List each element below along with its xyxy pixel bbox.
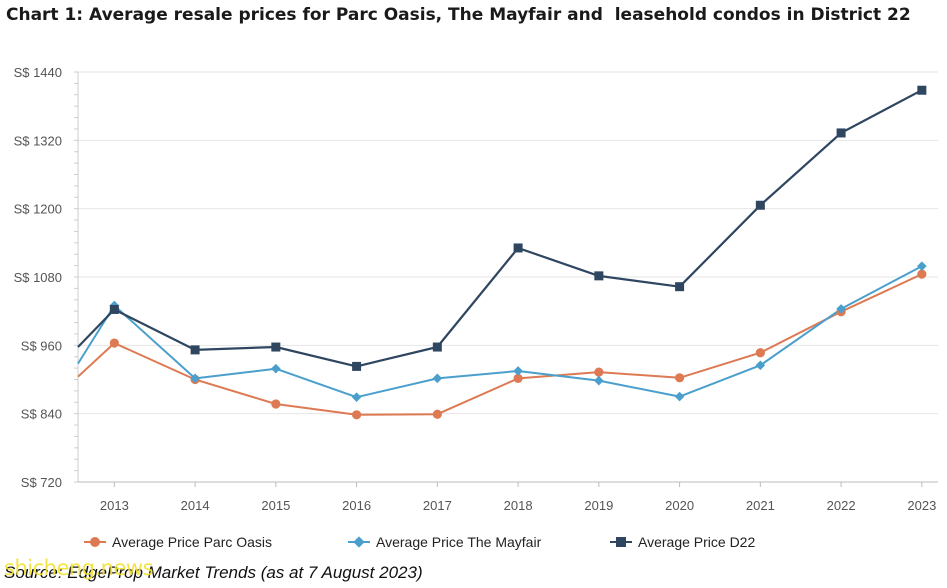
source-note: Source: EdgeProp Market Trends (as at 7 … [4,563,423,582]
x-tick-label: 2018 [504,498,533,513]
y-axis-tick-labels: S$ 720 S$ 840 S$ 960 S$ 1080 S$ 1200 S$ 1320 S… [14,65,62,490]
data-point-d22 [271,342,281,352]
data-point-d22 [917,85,927,95]
line-chart: S$ 720 S$ 840 S$ 960 S$ 1080 S$ 1200 S$ 1320 S… [14,65,938,513]
x-tick-label: 2022 [827,498,856,513]
legend-marker-parc-oasis [90,537,100,547]
x-tick-label: 2014 [181,498,210,513]
data-point-parc_oasis [513,373,523,383]
data-point-parc_oasis [674,373,685,383]
legend-item-parc-oasis[interactable]: Average Price Parc Oasis [84,534,272,550]
square-marker-icon [610,535,632,549]
chart-title: Chart 1: Average resale prices for Parc … [6,5,911,25]
legend-item-d22[interactable]: Average Price D22 [610,534,755,550]
data-point-mayfair [594,375,604,386]
data-point-mayfair [351,392,362,402]
y-tick-label: S$ 1440 [14,65,62,80]
series-markers [109,85,927,420]
legend-label-mayfair: Average Price The Mayfair [376,534,542,550]
data-point-mayfair [432,373,443,384]
data-point-parc_oasis [594,367,604,377]
chart-legend: Average Price Parc Oasis Average Price T… [84,534,947,554]
series-line-d22 [77,89,923,368]
data-point-mayfair [271,363,281,374]
data-point-parc_oasis [351,410,362,420]
legend-marker-mayfair [353,536,365,548]
data-point-mayfair [836,304,846,314]
data-point-parc_oasis [432,409,442,419]
x-tick-label: 2021 [746,498,775,513]
y-tick-label: S$ 1080 [14,270,62,285]
x-tick-label: 2015 [261,498,290,513]
data-point-d22 [513,243,523,253]
axes [74,71,938,487]
data-point-parc_oasis [755,348,765,358]
data-point-parc_oasis [917,269,927,279]
data-point-parc_oasis [109,338,119,348]
data-point-d22 [109,304,119,314]
y-tick-label: S$ 1200 [14,202,62,217]
y-tick-label: S$ 960 [21,338,62,353]
legend-item-mayfair[interactable]: Average Price The Mayfair [348,534,541,550]
data-point-d22 [352,361,362,371]
x-axis-tick-labels: 2013 2014 2015 2016 2017 2018 2019 2020 2021 2022… [100,498,936,513]
data-point-mayfair [755,360,766,371]
y-tick-label: S$ 840 [21,407,62,422]
x-tick-label: 2016 [342,498,371,513]
x-tick-label: 2023 [907,498,936,513]
data-point-mayfair [513,366,523,376]
data-point-d22 [190,345,200,355]
series-line-parc_oasis [77,273,923,416]
data-point-mayfair [674,391,685,402]
x-tick-label: 2019 [584,498,613,513]
data-point-d22 [594,271,604,281]
x-tick-label: 2020 [665,498,694,513]
circle-marker-icon [84,535,106,549]
legend-label-parc-oasis: Average Price Parc Oasis [112,534,273,550]
data-point-d22 [755,200,765,210]
y-tick-label: S$ 1320 [14,133,62,148]
x-tick-label: 2013 [100,498,129,513]
data-point-d22 [432,342,442,352]
series-lines [77,89,923,416]
series-line-mayfair [77,265,923,399]
legend-marker-d22 [616,537,626,547]
y-tick-label: S$ 720 [21,475,62,490]
gridlines [78,71,938,415]
data-point-d22 [836,128,846,138]
legend-label-d22: Average Price D22 [638,534,756,550]
data-point-mayfair [917,261,927,271]
diamond-marker-icon [348,535,370,549]
x-tick-label: 2017 [423,498,452,513]
data-point-d22 [675,282,685,292]
data-point-parc_oasis [271,399,281,409]
data-point-mayfair [190,373,200,384]
